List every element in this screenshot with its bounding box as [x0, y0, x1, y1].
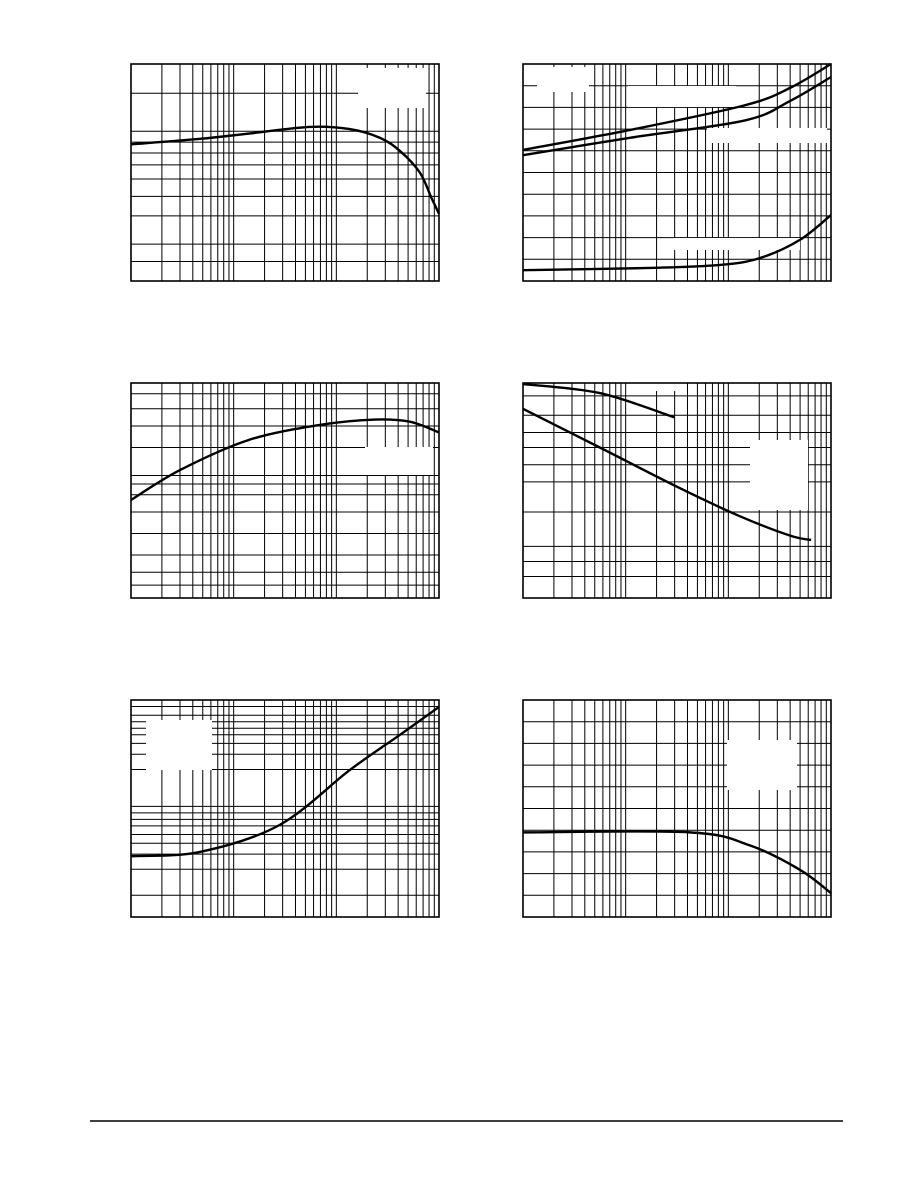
label-area — [707, 128, 827, 143]
series-line-1 — [130, 418, 440, 501]
label-area — [537, 67, 589, 92]
label-area — [628, 86, 736, 107]
chart-6 — [522, 699, 832, 918]
label-area — [146, 720, 212, 770]
series-line-2 — [522, 75, 832, 157]
series-line-3 — [522, 214, 832, 272]
plot-frame — [522, 382, 832, 599]
label-area — [750, 440, 808, 510]
label-area — [365, 447, 433, 475]
series-line-2 — [522, 407, 812, 542]
plot-frame — [130, 382, 440, 599]
chart-3 — [130, 382, 440, 599]
label-area — [358, 68, 426, 108]
chart-4 — [522, 382, 832, 599]
chart-5 — [130, 699, 440, 918]
label-area — [630, 383, 680, 391]
label-area — [727, 740, 797, 790]
chart-1 — [130, 63, 441, 282]
series-line-1 — [130, 705, 440, 858]
series-line-1 — [522, 382, 676, 419]
series-line-1 — [522, 62, 832, 152]
plot-frame — [522, 63, 832, 282]
plot-frame — [130, 699, 440, 918]
chart-2 — [522, 62, 832, 282]
series-line-1 — [130, 125, 441, 215]
series-line-1 — [522, 830, 832, 895]
plot-frame — [522, 699, 832, 918]
plot-frame — [130, 63, 440, 282]
label-area — [673, 238, 800, 250]
